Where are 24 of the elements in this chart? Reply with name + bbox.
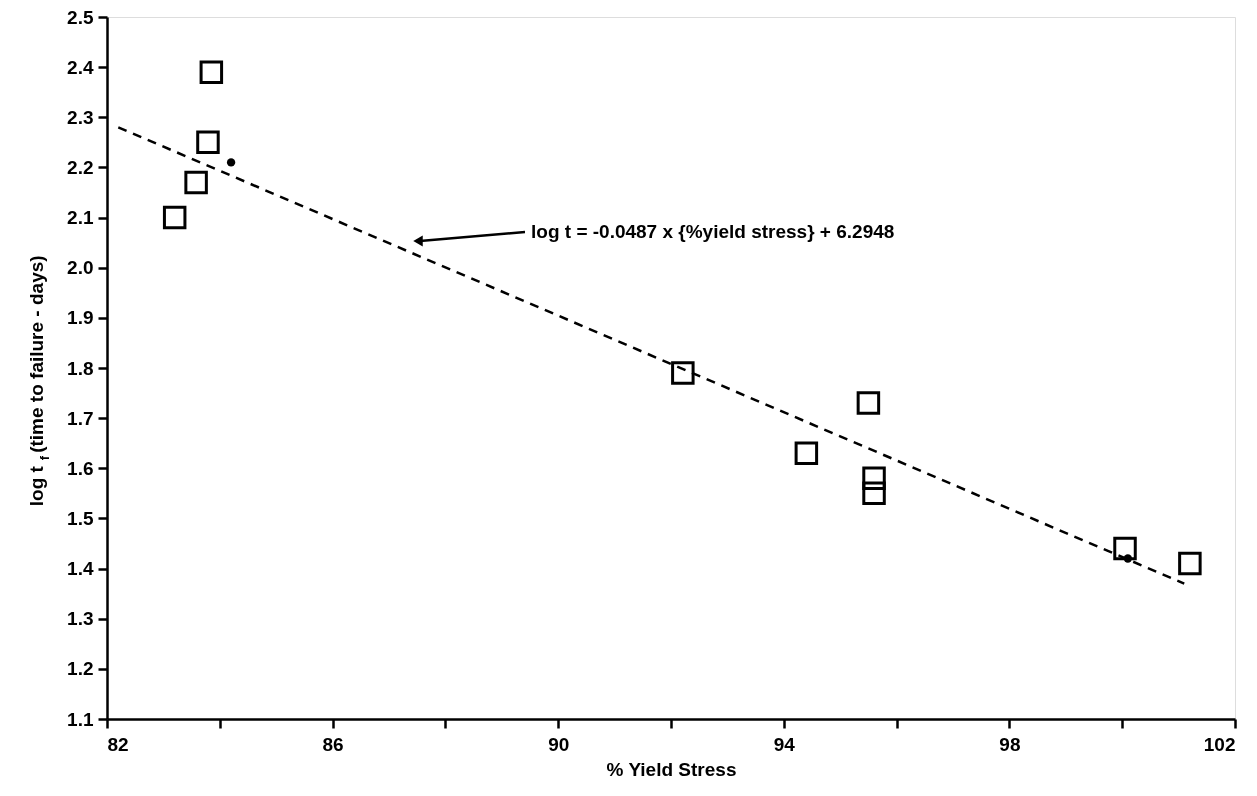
y-tick-label: 1.9 — [67, 307, 94, 329]
y-tick-label: 1.3 — [67, 608, 94, 630]
x-tick-label: 82 — [107, 733, 129, 755]
y-tick-label: 1.5 — [67, 507, 94, 529]
x-tick-label: 86 — [322, 733, 344, 755]
y-tick-label: 2.5 — [67, 6, 94, 28]
x-tick-label: 98 — [999, 733, 1021, 755]
y-tick-label: 2.4 — [67, 56, 94, 78]
y-tick-label: 1.2 — [67, 658, 94, 680]
y-tick-label: 1.4 — [67, 558, 94, 580]
x-tick-label: 90 — [548, 733, 570, 755]
annotation: log t = -0.0487 x {%yield stress} + 6.2948 — [531, 221, 895, 242]
y-axis-title: log tf (time to failure - days) — [26, 255, 52, 507]
y-tick-label: 2.3 — [67, 106, 94, 128]
y-tick-label: 1.1 — [67, 708, 94, 730]
y-tick-label: 2.0 — [67, 257, 94, 279]
y-tick-label: 1.6 — [67, 457, 94, 479]
y-tick-label: 2.2 — [67, 156, 94, 178]
x-tick-label: 102 — [1203, 733, 1236, 755]
y-tick-label: 1.8 — [67, 357, 94, 379]
y-tick-label: 1.7 — [67, 407, 94, 429]
x-axis-title: % Yield Stress — [606, 758, 737, 780]
x-tick-label: 94 — [773, 733, 796, 755]
y-tick-label: 2.1 — [67, 207, 94, 229]
